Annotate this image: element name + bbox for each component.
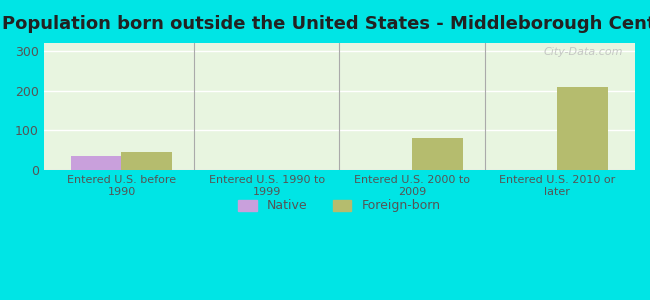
Legend: Native, Foreign-born: Native, Foreign-born	[233, 194, 445, 218]
Bar	[557, 88, 608, 170]
Bar	[122, 152, 172, 170]
Bar	[412, 138, 463, 170]
Title: Population born outside the United States - Middleborough Center: Population born outside the United State…	[2, 15, 650, 33]
Bar	[71, 156, 122, 170]
Text: City-Data.com: City-Data.com	[543, 47, 623, 57]
